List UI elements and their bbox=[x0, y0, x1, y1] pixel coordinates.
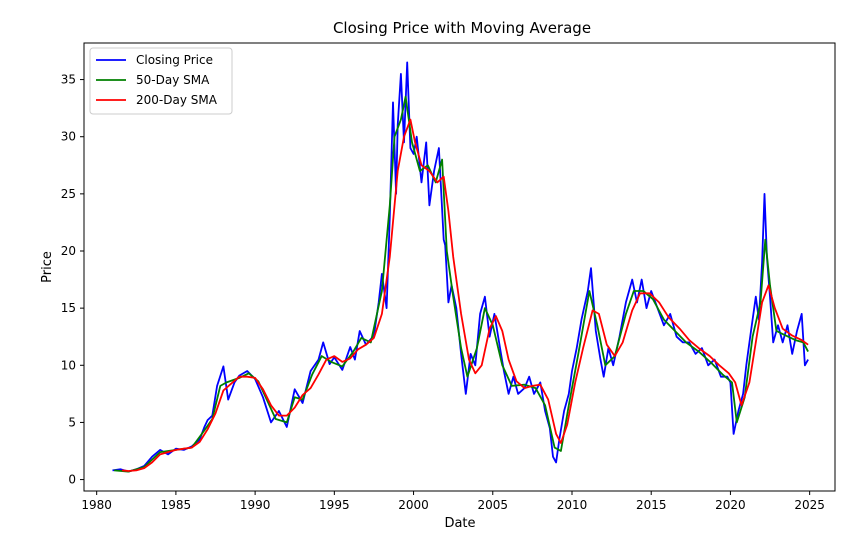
y-axis: 0 5 10 15 20 25 30 35 bbox=[61, 73, 84, 487]
x-tick-label: 1995 bbox=[319, 498, 350, 512]
y-tick-label: 25 bbox=[61, 187, 76, 201]
x-tick-label: 2025 bbox=[794, 498, 825, 512]
legend-box bbox=[89, 47, 233, 115]
legend-label-2: 50-Day SMA bbox=[136, 73, 210, 87]
x-tick-label: 1990 bbox=[240, 498, 271, 512]
plot-frame bbox=[83, 42, 836, 492]
legend-label-1: Closing Price bbox=[136, 53, 213, 67]
x-tick-label: 1985 bbox=[161, 498, 192, 512]
legend: Closing Price 50-Day SMA 200-Day SMA bbox=[89, 47, 233, 115]
y-tick-label: 5 bbox=[68, 415, 76, 429]
y-tick-label: 0 bbox=[68, 473, 76, 487]
x-tick-label: 2010 bbox=[557, 498, 588, 512]
series-line-3 bbox=[121, 118, 809, 472]
x-axis-label: Date bbox=[444, 516, 475, 531]
series-line-1 bbox=[112, 61, 809, 473]
y-axis-label: Price bbox=[40, 251, 55, 283]
y-tick-label: 10 bbox=[61, 358, 76, 372]
x-tick-label: 1980 bbox=[81, 498, 112, 512]
y-tick-label: 20 bbox=[61, 244, 76, 258]
chart-title: Closing Price with Moving Average bbox=[333, 19, 591, 37]
x-tick-label: 2020 bbox=[715, 498, 746, 512]
x-tick-label: 2005 bbox=[477, 498, 508, 512]
plot-area bbox=[112, 61, 809, 473]
y-tick-label: 30 bbox=[61, 130, 76, 144]
y-tick-label: 15 bbox=[61, 301, 76, 315]
x-tick-label: 2015 bbox=[636, 498, 667, 512]
x-axis: 1980 1985 1990 1995 2000 2005 2010 2015 2020 2025 bbox=[81, 491, 825, 512]
legend-label-3: 200-Day SMA bbox=[136, 93, 218, 107]
y-tick-label: 35 bbox=[61, 73, 76, 87]
series-line-2 bbox=[114, 95, 809, 473]
x-tick-label: 2000 bbox=[398, 498, 429, 512]
